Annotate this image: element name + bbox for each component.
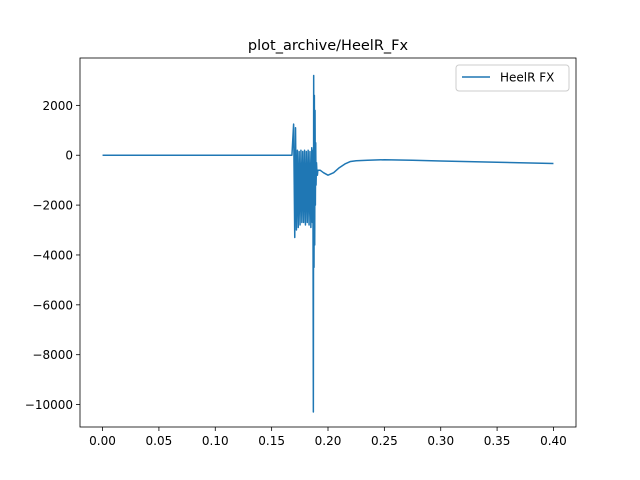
legend: HeelR FX [455,64,570,92]
y-tick-label: −10000 [25,398,73,412]
x-tick-label: 0.15 [258,434,285,448]
y-axis: −10000 −8000 −6000 −4000 −2000 0 2000 [25,99,80,412]
x-tick-label: 0.35 [484,434,511,448]
x-tick-label: 0.05 [146,434,173,448]
y-tick-label: −4000 [32,248,73,262]
x-tick-label: 0.00 [89,434,116,448]
y-tick-label: 0 [65,149,73,163]
x-axis: 0.00 0.05 0.10 0.15 0.20 0.25 0.30 0.35 0.40 [89,427,567,448]
plot-area [102,74,554,413]
y-tick-label: −6000 [32,298,73,312]
x-tick-label: 0.40 [540,434,567,448]
y-tick-label: 2000 [42,99,73,113]
legend-label: HeelR FX [500,71,554,85]
y-tick-label: −8000 [32,348,73,362]
y-tick-label: −2000 [32,199,73,213]
series-line-0 [102,74,554,413]
chart-title: plot_archive/HeelR_Fx [248,38,409,54]
legend-box [455,64,570,92]
x-tick-label: 0.10 [202,434,229,448]
x-tick-label: 0.25 [371,434,398,448]
x-tick-label: 0.20 [315,434,342,448]
x-tick-label: 0.30 [427,434,454,448]
axes-frame [79,57,577,428]
